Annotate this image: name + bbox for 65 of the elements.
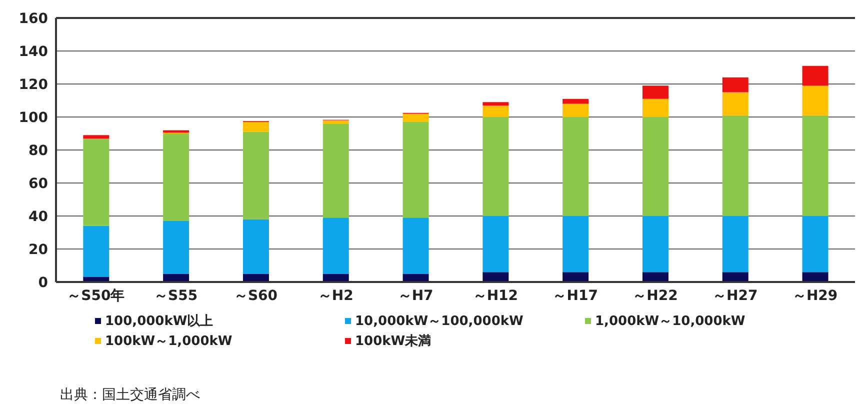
x-tick-label: ～S55 bbox=[154, 288, 198, 304]
y-tick-label: 100 bbox=[18, 110, 48, 126]
x-tick-label: ～H2 bbox=[318, 288, 354, 304]
bar bbox=[482, 102, 509, 106]
bar bbox=[163, 134, 190, 221]
bar bbox=[562, 98, 589, 104]
bar bbox=[642, 216, 668, 272]
bar bbox=[402, 218, 429, 274]
y-tick-label: 60 bbox=[28, 176, 48, 192]
bar bbox=[482, 105, 509, 117]
bar bbox=[482, 117, 509, 216]
legend-label: 1,000kW～10,000kW bbox=[595, 313, 746, 330]
bar bbox=[642, 86, 668, 99]
bar bbox=[642, 272, 668, 282]
legend-label: 10,000kW～100,000kW bbox=[355, 313, 524, 330]
bar bbox=[322, 218, 349, 274]
bar bbox=[562, 272, 589, 282]
y-tick-label: 0 bbox=[38, 274, 48, 291]
y-tick-label: 120 bbox=[18, 76, 48, 93]
x-tick-label: ～H29 bbox=[792, 288, 838, 304]
bar bbox=[242, 132, 269, 220]
bar bbox=[322, 124, 349, 218]
bar bbox=[642, 98, 668, 117]
legend-label: 100kW未満 bbox=[355, 333, 432, 350]
bar bbox=[802, 216, 828, 272]
bar bbox=[482, 216, 509, 272]
x-tick-label: ～S60 bbox=[234, 288, 278, 304]
y-tick-label: 80 bbox=[28, 142, 48, 159]
x-tick-label: ～H7 bbox=[398, 288, 434, 304]
bar bbox=[83, 135, 110, 138]
bar bbox=[242, 122, 269, 132]
bar bbox=[722, 115, 748, 216]
x-tick-label: ～H22 bbox=[632, 288, 678, 304]
bar bbox=[402, 114, 429, 122]
legend-label: 100,000kW以上 bbox=[105, 313, 214, 330]
bar bbox=[722, 77, 748, 92]
bar bbox=[83, 226, 110, 278]
x-tick-label: ～H12 bbox=[472, 288, 518, 304]
bar bbox=[482, 272, 509, 282]
bar bbox=[722, 92, 748, 116]
y-tick-label: 140 bbox=[18, 44, 48, 60]
x-tick-label: ～H17 bbox=[552, 288, 598, 304]
bar bbox=[722, 216, 748, 272]
bar bbox=[83, 138, 110, 226]
legend-label: 100kW～1,000kW bbox=[105, 333, 232, 350]
bar bbox=[802, 272, 828, 282]
x-tick-label: ～S50年 bbox=[67, 288, 125, 304]
bar bbox=[322, 120, 349, 124]
bar bbox=[562, 117, 589, 216]
bar bbox=[562, 216, 589, 272]
bar bbox=[402, 122, 429, 218]
bar bbox=[562, 104, 589, 117]
source-note: 出典：国土交通省調べ bbox=[60, 386, 200, 404]
bar bbox=[242, 219, 269, 274]
bar bbox=[722, 272, 748, 282]
x-tick-label: ～H27 bbox=[712, 288, 758, 304]
bar bbox=[802, 86, 828, 116]
y-tick-label: 40 bbox=[28, 208, 48, 225]
bar bbox=[163, 130, 190, 133]
bar bbox=[642, 117, 668, 216]
y-tick-label: 160 bbox=[18, 10, 48, 27]
y-tick-label: 20 bbox=[28, 242, 48, 258]
bar bbox=[802, 66, 828, 86]
bar bbox=[163, 220, 190, 274]
bar bbox=[802, 115, 828, 216]
